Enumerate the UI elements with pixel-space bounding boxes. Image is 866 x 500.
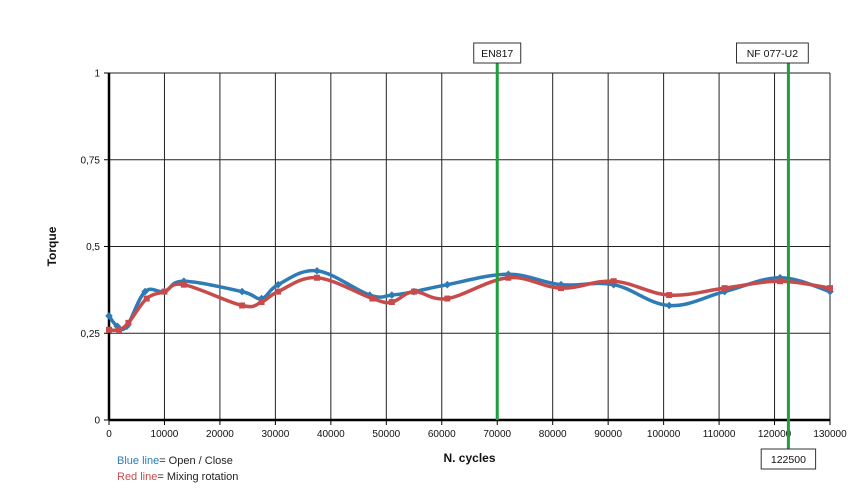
data-point-mixing-rotation [721, 285, 728, 292]
series-line-open-close [107, 268, 832, 332]
data-point-open-close [313, 266, 321, 275]
reference-lines: EN817 NF 077-U2 122500 [473, 42, 817, 470]
data-point-mixing-rotation [369, 295, 376, 302]
data-point-open-close [141, 287, 149, 296]
data-point-mixing-rotation [275, 288, 282, 295]
data-point-mixing-rotation [180, 281, 187, 288]
data-point-open-close [826, 287, 834, 296]
y-tick-label: 0 [94, 416, 100, 427]
legend-blue-key: Blue line [117, 455, 160, 467]
axes [104, 72, 831, 425]
legend-red-key: Red line [117, 471, 158, 483]
y-tick-label: 0,75 [81, 155, 101, 166]
x-tick-label: 20000 [206, 429, 234, 440]
reference-label-box [736, 42, 809, 64]
data-point-mixing-rotation [258, 299, 265, 306]
x-tick-label: 30000 [261, 429, 289, 440]
tick-labels: 0 0,25 0,5 0,75 1 0 10000 20000 30000 40000 50000 6… [81, 69, 848, 441]
data-point-mixing-rotation [125, 319, 132, 326]
data-point-open-close [365, 291, 374, 299]
data-point-mixing-rotation [505, 274, 512, 281]
x-tick-label: 70000 [483, 429, 511, 440]
data-point-mixing-rotation [313, 274, 320, 281]
data-point-open-close [105, 312, 113, 320]
data-point-mixing-rotation [610, 278, 617, 285]
reference-label: NF 077-U2 [747, 48, 799, 60]
data-point-mixing-rotation [115, 326, 122, 333]
data-point-mixing-rotation [666, 292, 673, 299]
legend-red-label: = Mixing rotation [157, 471, 239, 483]
data-point-open-close [274, 280, 282, 289]
data-point-open-close [665, 301, 673, 310]
grid [109, 72, 831, 420]
data-point-mixing-rotation [558, 285, 565, 292]
data-point-mixing-rotation [106, 326, 112, 333]
x-tick-label: 90000 [594, 429, 622, 440]
data-point-mixing-rotation [444, 295, 451, 302]
x-tick-label: 120000 [758, 429, 792, 440]
reference-label-box [473, 42, 522, 64]
data-point-mixing-rotation [161, 288, 168, 295]
x-tick-label: 50000 [372, 429, 400, 440]
x-tick-label: 100000 [647, 429, 681, 440]
data-point-mixing-rotation [388, 299, 395, 306]
data-point-open-close [257, 294, 266, 303]
y-axis-label: Torque [45, 226, 59, 266]
reference-label: EN817 [481, 48, 513, 60]
legend-blue-label: = Open / Close [159, 455, 233, 467]
data-point-open-close [443, 280, 452, 289]
x-tick-label: 60000 [428, 429, 456, 440]
data-point-open-close [238, 287, 246, 296]
y-tick-label: 1 [94, 69, 100, 80]
x-tick-label: 130000 [813, 429, 847, 440]
data-point-mixing-rotation [411, 288, 418, 295]
x-tick-label: 110000 [703, 429, 736, 440]
x-tick-label: 40000 [317, 429, 345, 440]
data-point-mixing-rotation [777, 278, 784, 285]
x-tick-label: 10000 [151, 429, 179, 440]
x-tick-label: 80000 [539, 429, 567, 440]
x-axis-label: N. cycles [443, 451, 495, 465]
data-point-mixing-rotation [827, 285, 833, 292]
reference-value-label: 122500 [771, 454, 806, 466]
legend-blue: Blue line= Open / Close [117, 455, 233, 467]
data-point-mixing-rotation [143, 295, 150, 302]
y-tick-label: 0,5 [86, 242, 100, 253]
series-lines [105, 266, 834, 333]
legend-red: Red line= Mixing rotation [117, 471, 238, 483]
data-point-mixing-rotation [239, 302, 246, 309]
x-tick-label: 0 [106, 429, 112, 440]
data-point-open-close [388, 291, 396, 299]
reference-value-box [760, 448, 817, 470]
y-tick-label: 0,25 [81, 329, 101, 340]
